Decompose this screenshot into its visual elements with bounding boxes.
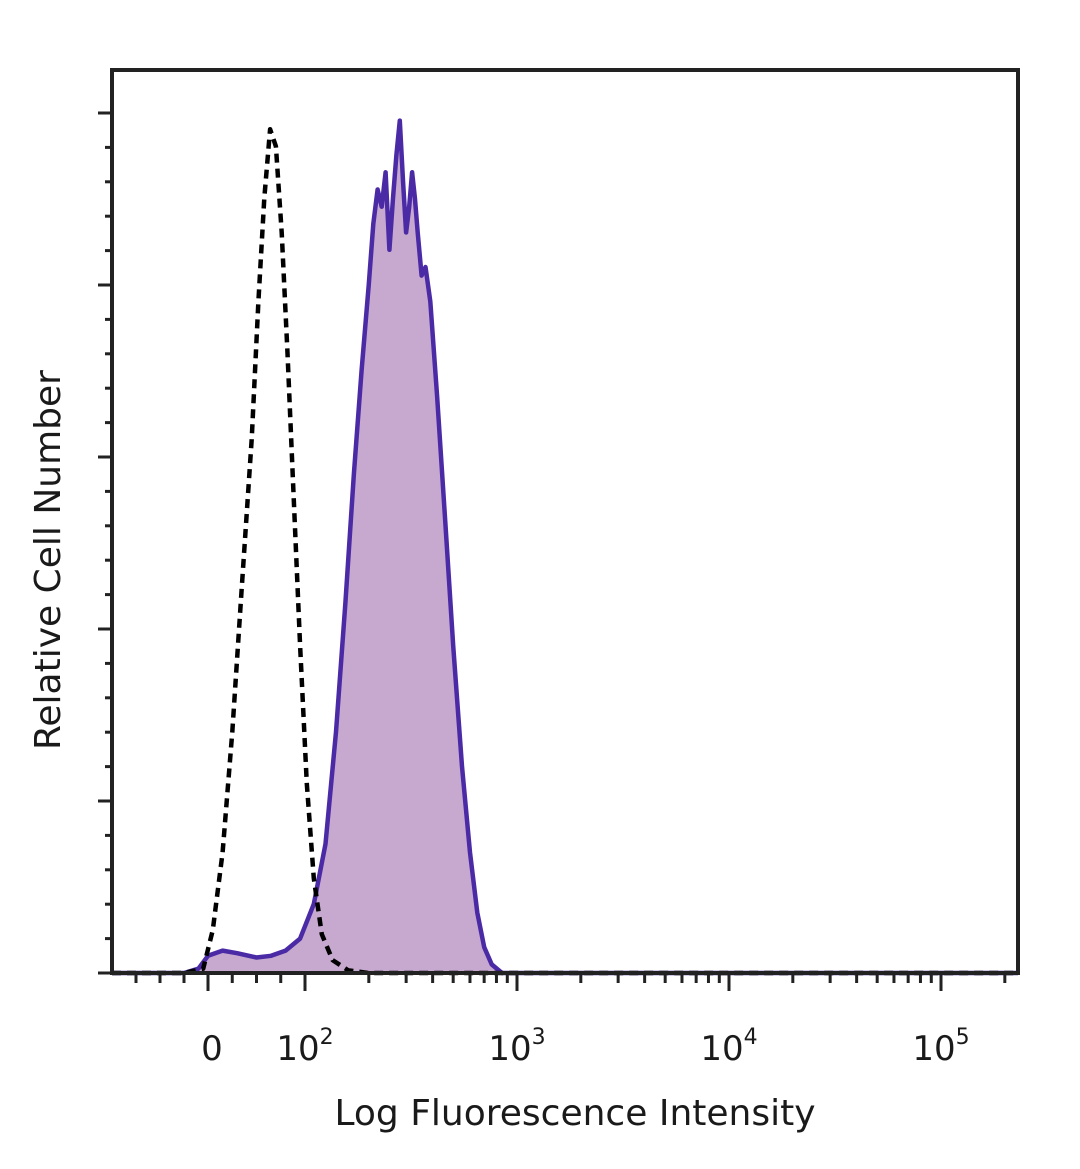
series-0-line xyxy=(112,118,1018,976)
axis-ticks xyxy=(98,111,1007,991)
plot-area xyxy=(112,118,1018,976)
plot-frame xyxy=(110,68,1020,975)
series-0-fill xyxy=(112,120,1018,974)
tick-labels: 0 102 103 104 105 xyxy=(201,1025,969,1069)
x-tick-label: 105 xyxy=(912,1025,969,1069)
series-1-dashed-line xyxy=(112,126,1018,976)
x-tick-label: 0 xyxy=(201,1029,223,1069)
y-axis-title: Relative Cell Number xyxy=(28,370,69,750)
x-tick-label: 102 xyxy=(276,1025,333,1069)
x-axis-title: Log Fluorescence Intensity xyxy=(334,1093,815,1134)
x-tick-label: 103 xyxy=(488,1025,545,1069)
x-tick-label: 104 xyxy=(700,1025,757,1069)
